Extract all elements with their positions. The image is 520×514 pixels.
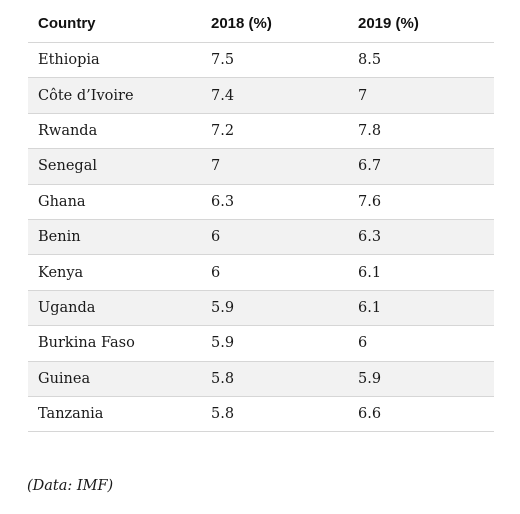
cell-country: Burkina Faso: [28, 325, 201, 362]
table-row: Uganda 5.9 6.1: [28, 290, 494, 327]
cell-2019: 7: [348, 77, 494, 114]
cell-2018: 6.3: [201, 184, 348, 220]
source-note: (Data: IMF): [27, 478, 114, 494]
cell-2018: 5.9: [201, 325, 348, 362]
cell-country: Ethiopia: [28, 42, 201, 79]
cell-country: Guinea: [28, 361, 201, 397]
header-row: Country 2018 (%) 2019 (%): [28, 4, 494, 43]
cell-2018: 5.8: [201, 361, 348, 397]
growth-table-container: Country 2018 (%) 2019 (%) Ethiopia 7.5 8…: [28, 4, 494, 433]
cell-2018: 6: [201, 219, 348, 256]
table-row: Benin 6 6.3: [28, 219, 494, 256]
cell-2018: 5.8: [201, 396, 348, 433]
cell-country: Ghana: [28, 184, 201, 220]
cell-2019: 7.6: [348, 184, 494, 220]
header-2018: 2018 (%): [201, 4, 348, 43]
cell-country: Kenya: [28, 254, 201, 291]
cell-2018: 5.9: [201, 290, 348, 327]
cell-2019: 7.8: [348, 113, 494, 150]
table-row: Senegal 7 6.7: [28, 148, 494, 185]
table-row: Ethiopia 7.5 8.5: [28, 42, 494, 79]
table-row: Burkina Faso 5.9 6: [28, 325, 494, 362]
table-row: Côte d’Ivoire 7.4 7: [28, 77, 494, 114]
header-country: Country: [28, 4, 201, 43]
table-row: Guinea 5.8 5.9: [28, 361, 494, 397]
table-header: Country 2018 (%) 2019 (%): [28, 4, 494, 43]
cell-2019: 6: [348, 325, 494, 362]
cell-2019: 6.7: [348, 148, 494, 185]
table-row: Kenya 6 6.1: [28, 254, 494, 291]
table-body: Ethiopia 7.5 8.5 Côte d’Ivoire 7.4 7 Rwa…: [28, 42, 494, 433]
cell-2019: 6.1: [348, 254, 494, 291]
cell-country: Tanzania: [28, 396, 201, 433]
cell-2018: 7.5: [201, 42, 348, 79]
growth-table: Country 2018 (%) 2019 (%) Ethiopia 7.5 8…: [28, 4, 494, 433]
cell-2019: 8.5: [348, 42, 494, 79]
cell-2018: 7.2: [201, 113, 348, 150]
cell-country: Benin: [28, 219, 201, 256]
cell-country: Senegal: [28, 148, 201, 185]
cell-country: Rwanda: [28, 113, 201, 150]
cell-2019: 5.9: [348, 361, 494, 397]
header-2019: 2019 (%): [348, 4, 494, 43]
cell-2018: 7: [201, 148, 348, 185]
cell-2019: 6.3: [348, 219, 494, 256]
cell-country: Côte d’Ivoire: [28, 77, 201, 114]
table-row: Tanzania 5.8 6.6: [28, 396, 494, 433]
cell-country: Uganda: [28, 290, 201, 327]
cell-2018: 7.4: [201, 77, 348, 114]
cell-2019: 6.1: [348, 290, 494, 327]
table-row: Ghana 6.3 7.6: [28, 184, 494, 220]
cell-2018: 6: [201, 254, 348, 291]
table-row: Rwanda 7.2 7.8: [28, 113, 494, 150]
cell-2019: 6.6: [348, 396, 494, 433]
